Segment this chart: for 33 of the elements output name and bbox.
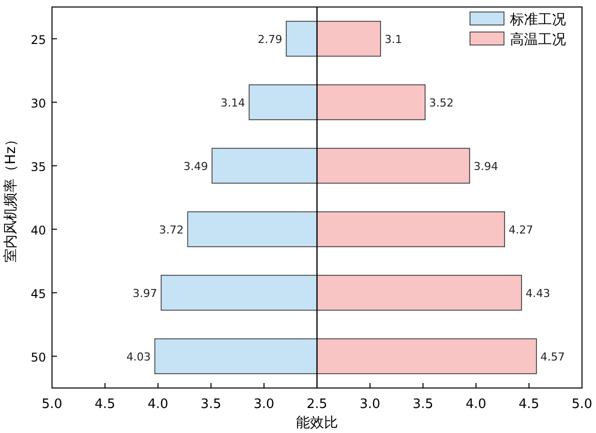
y-tick-label: 25 <box>30 32 46 47</box>
data-label: 4.03 <box>126 350 151 364</box>
x-tick-label: 3.5 <box>200 397 222 412</box>
x-tick-label: 4.5 <box>94 397 116 412</box>
data-label: 4.27 <box>508 223 534 236</box>
x-tick-label: 3.5 <box>412 397 434 412</box>
data-label: 3.52 <box>429 96 454 110</box>
y-tick-label: 40 <box>30 223 46 238</box>
data-label: 4.43 <box>526 286 550 300</box>
x-tick-label: 5.0 <box>42 397 62 412</box>
y-tick-label: 50 <box>30 350 46 364</box>
legend-label: 标准工况 <box>509 12 566 28</box>
data-label: 3.72 <box>159 223 184 236</box>
x-tick-label: 2.5 <box>306 397 328 412</box>
data-label: 3.94 <box>474 160 498 173</box>
data-label: 3.97 <box>132 286 158 300</box>
data-label: 3.14 <box>220 96 246 110</box>
y-tick-label: 30 <box>30 96 46 110</box>
y-axis-title: 室内风机频率（Hz） <box>3 132 19 262</box>
y-tick-label: 35 <box>30 160 46 174</box>
data-label: 3.49 <box>184 160 208 173</box>
data-label: 2.79 <box>258 32 282 46</box>
y-tick-label: 45 <box>30 286 46 301</box>
data-label: 4.57 <box>540 350 565 364</box>
x-tick-label: 4.5 <box>518 397 540 412</box>
data-label: 3.1 <box>384 32 402 46</box>
x-tick-label: 4.0 <box>466 397 486 412</box>
x-tick-label: 3.0 <box>254 397 274 412</box>
x-tick-label: 5.0 <box>572 397 592 412</box>
x-tick-label: 3.0 <box>360 397 380 412</box>
x-tick-label: 4.0 <box>148 397 168 412</box>
legend-label: 高温工况 <box>510 32 566 48</box>
x-axis-title: 能效比 <box>296 415 338 431</box>
